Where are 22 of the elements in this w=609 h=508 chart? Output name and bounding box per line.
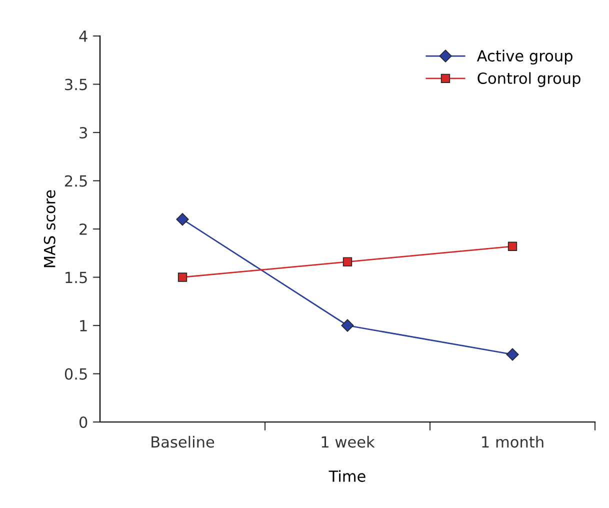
- point: [506, 348, 519, 361]
- y-tick-label: 2.5: [65, 175, 87, 187]
- point: [176, 213, 189, 226]
- y-tick-label: 3: [80, 126, 87, 139]
- point: [508, 242, 518, 251]
- point: [178, 272, 188, 282]
- x-tick-label: 1 month: [482, 436, 544, 448]
- x-tick-label: Baseline: [152, 436, 214, 448]
- y-tick-label: 4: [79, 30, 88, 42]
- y-tick-label: 0: [79, 416, 88, 428]
- y-tick-label: 1: [80, 320, 87, 332]
- x-tick-label: 1 week: [322, 436, 375, 448]
- y-tick-label: 3.5: [65, 78, 87, 90]
- x-axis-title: Time: [328, 470, 366, 482]
- y-tick-label: 0.5: [64, 368, 87, 380]
- legend-label: Control group: [478, 72, 580, 87]
- point: [342, 257, 352, 266]
- legend-label: Active group: [476, 50, 572, 65]
- y-axis-title: MAS score: [44, 190, 56, 268]
- y-tick-label: 2: [80, 223, 87, 235]
- point: [341, 319, 354, 332]
- y-tick-label: 1.5: [66, 272, 87, 284]
